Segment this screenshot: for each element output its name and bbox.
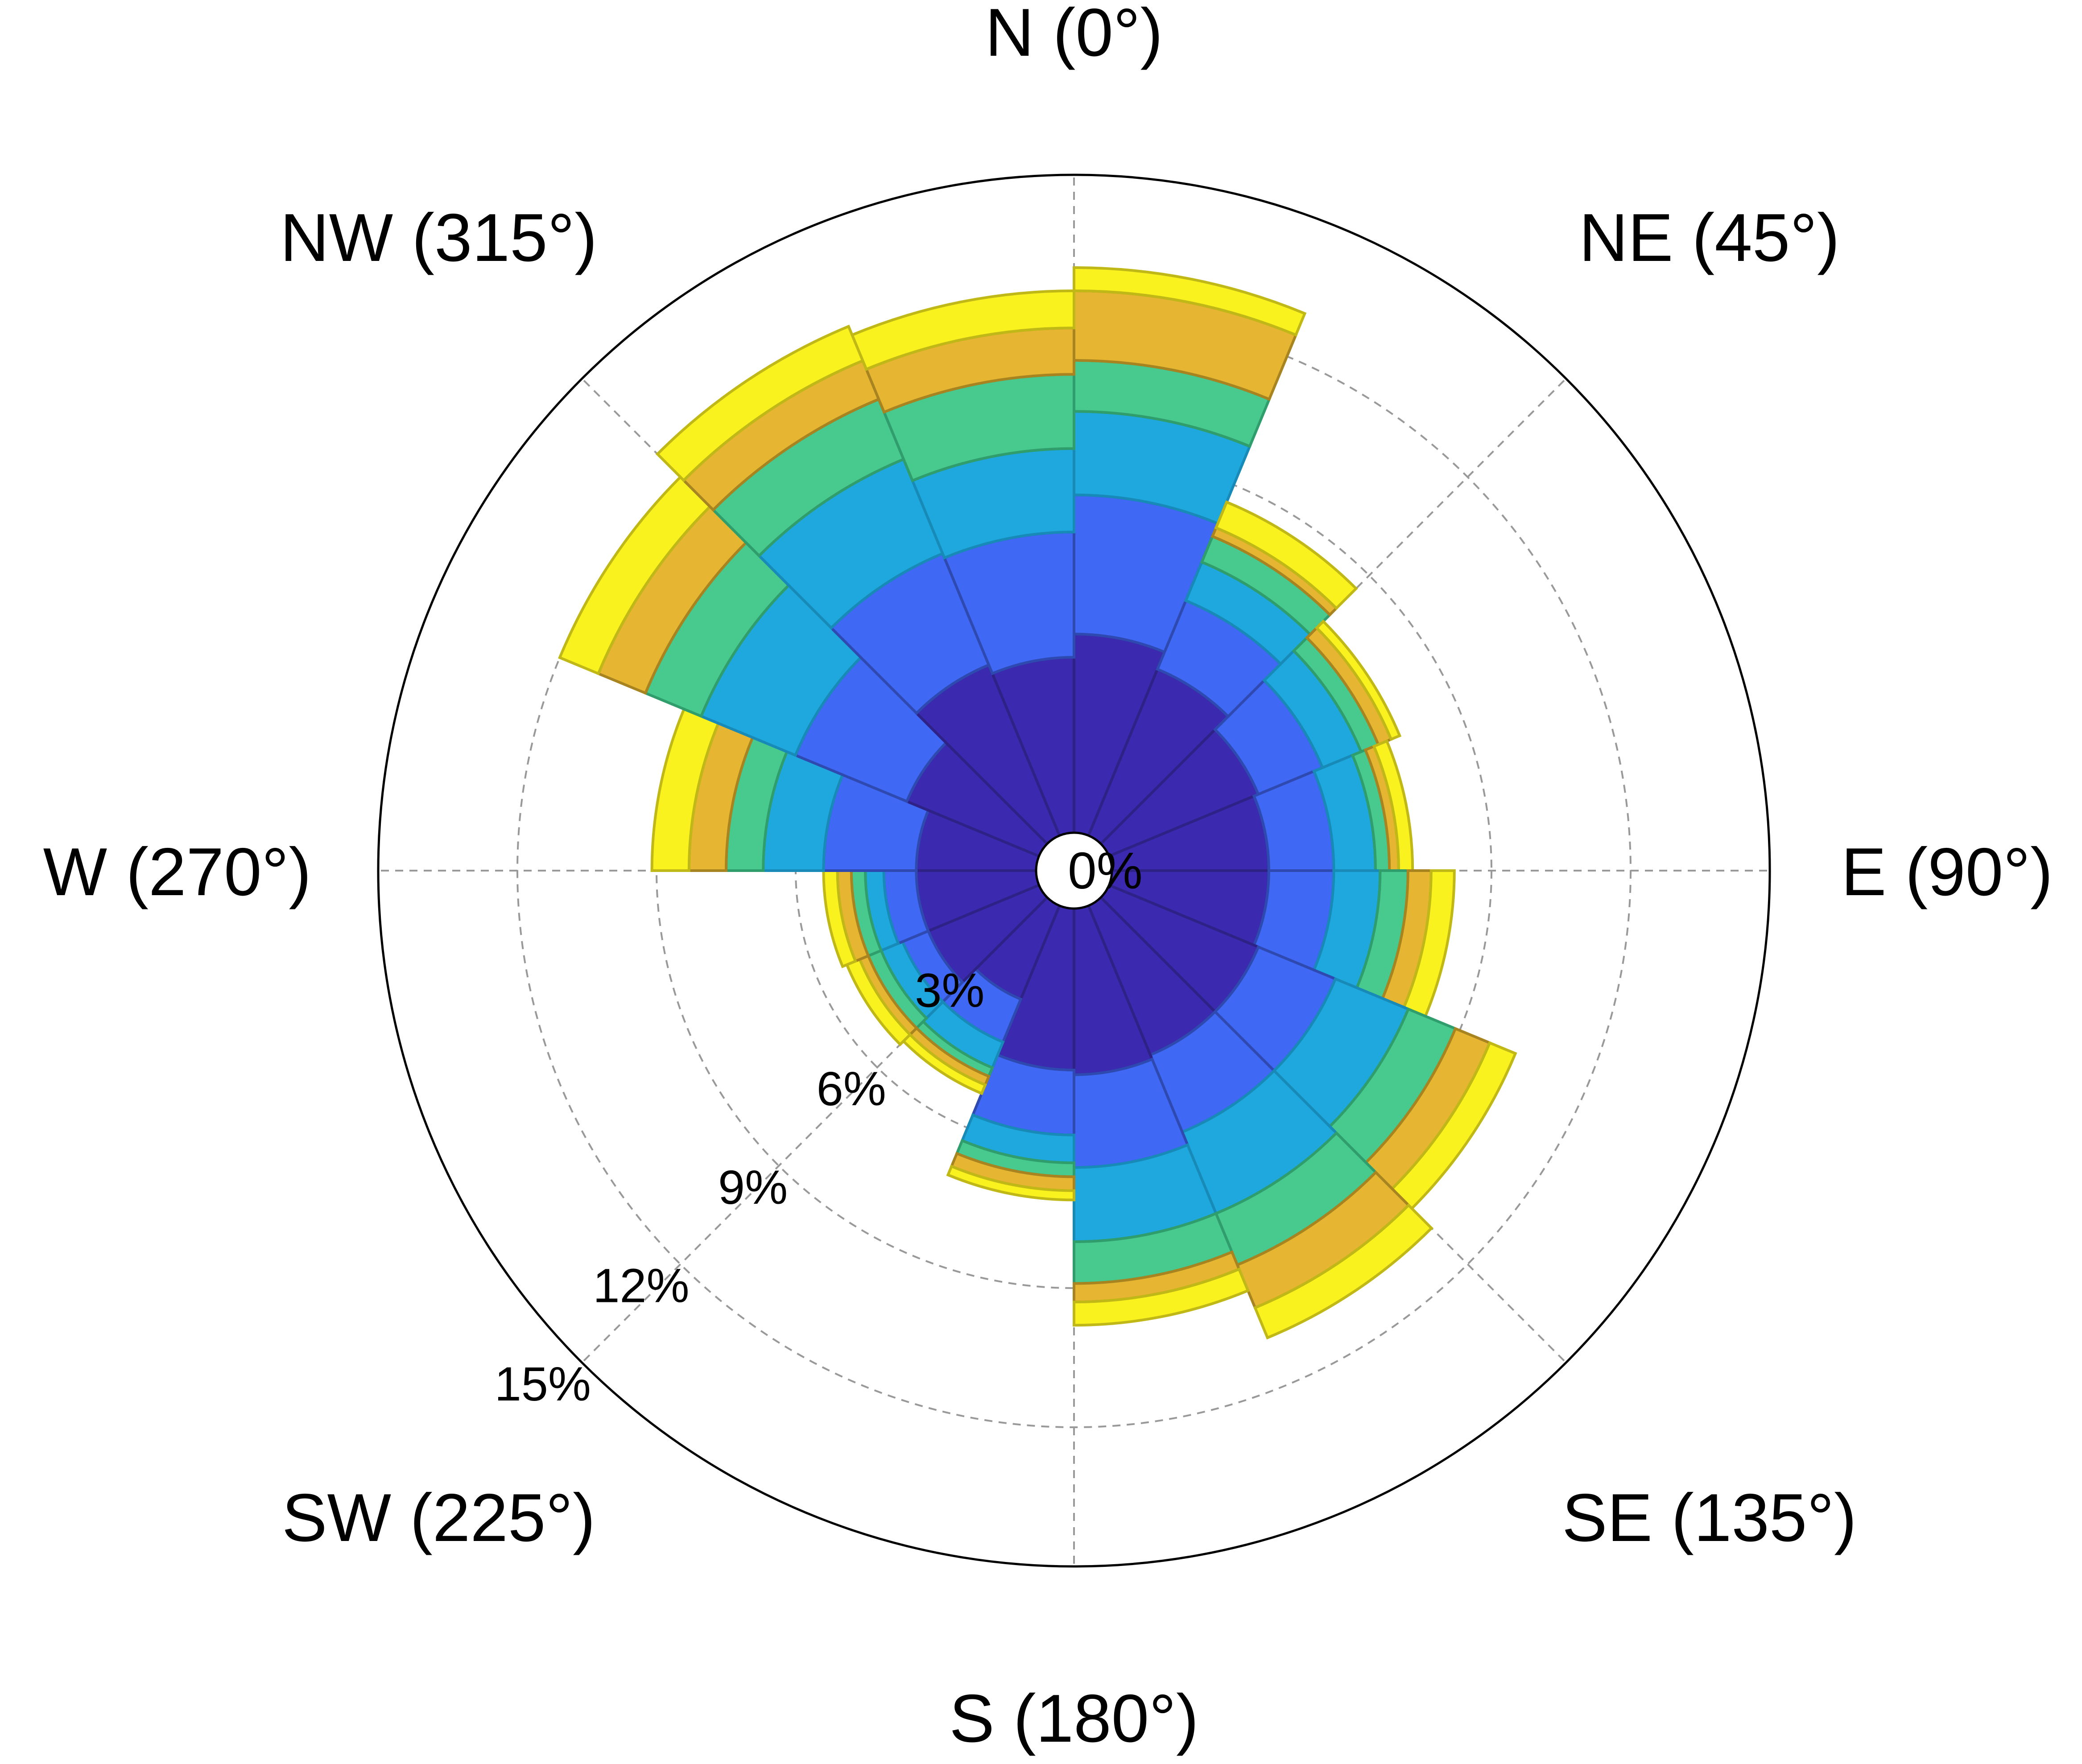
wedge-bin6-class5	[1253, 1203, 1433, 1340]
direction-label-225: SW (225°)	[282, 1480, 595, 1556]
wedge-bin7-class5	[1073, 1267, 1250, 1327]
direction-label-0: N (0°)	[985, 0, 1163, 70]
wedge-bin15-class5	[850, 289, 1075, 371]
outer-ring	[377, 174, 1771, 1568]
ring-label-3: 3%	[915, 963, 984, 1017]
direction-label-135: SE (135°)	[1562, 1480, 1857, 1556]
direction-label-90: E (90°)	[1841, 834, 2053, 910]
ring-label-9: 9%	[718, 1160, 788, 1214]
wedge-bin8-class5	[946, 1165, 1075, 1202]
wind-rose-bars	[558, 266, 1517, 1340]
ring-label-15: 15%	[495, 1357, 591, 1411]
center-label: 0%	[1068, 842, 1143, 900]
wedge-bin0-class5	[1073, 266, 1307, 337]
ring-label-12: 12%	[593, 1258, 689, 1312]
polar-frame	[377, 174, 1771, 1568]
center-hole	[1035, 831, 1113, 910]
direction-label-180: S (180°)	[949, 1681, 1198, 1756]
ring-label-6: 6%	[817, 1062, 886, 1115]
direction-label-315: NW (315°)	[280, 200, 597, 276]
wedge-bin2-class5	[1314, 619, 1402, 741]
chart-labels: 0% N (0°) NE (45°) E (90°) SE (135°) S (180°)…	[43, 0, 2053, 1756]
direction-label-45: NE (45°)	[1579, 200, 1839, 276]
direction-label-270: W (270°)	[43, 834, 311, 910]
wedge-bin1-class5	[1214, 500, 1358, 610]
